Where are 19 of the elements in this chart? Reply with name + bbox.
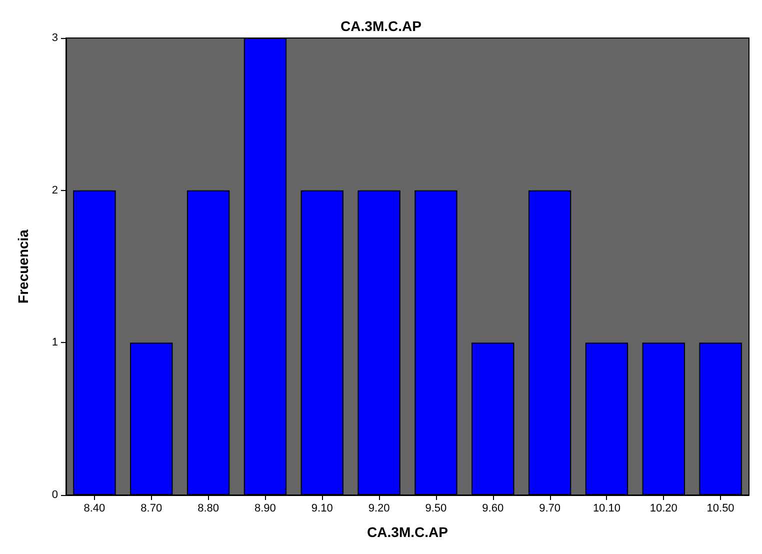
y-axis-title: Frecuencia: [15, 229, 31, 304]
chart-title: CA.3M.C.AP: [340, 18, 422, 34]
y-tick-label: 1: [52, 336, 58, 349]
x-tick-label: 8.90: [254, 502, 276, 514]
x-tick-label: 10.10: [592, 502, 620, 514]
x-tick-label: 9.10: [311, 502, 333, 514]
x-tick-label: 9.20: [368, 502, 390, 514]
x-tick-label: 8.80: [198, 502, 220, 514]
x-tick-label: 9.70: [539, 502, 561, 514]
y-tick-label: 0: [52, 489, 58, 501]
x-tick-label: 9.60: [482, 502, 504, 514]
x-axis-title: CA.3M.C.AP: [367, 524, 448, 540]
x-tick-label: 8.40: [84, 502, 106, 514]
y-tick-label: 3: [52, 32, 58, 44]
y-tick-label: 2: [52, 184, 58, 196]
x-tick-label: 10.50: [706, 502, 734, 514]
x-tick-label: 10.20: [650, 502, 678, 514]
x-tick-label: 9.50: [425, 502, 447, 514]
x-tick-label: 8.70: [140, 502, 162, 514]
